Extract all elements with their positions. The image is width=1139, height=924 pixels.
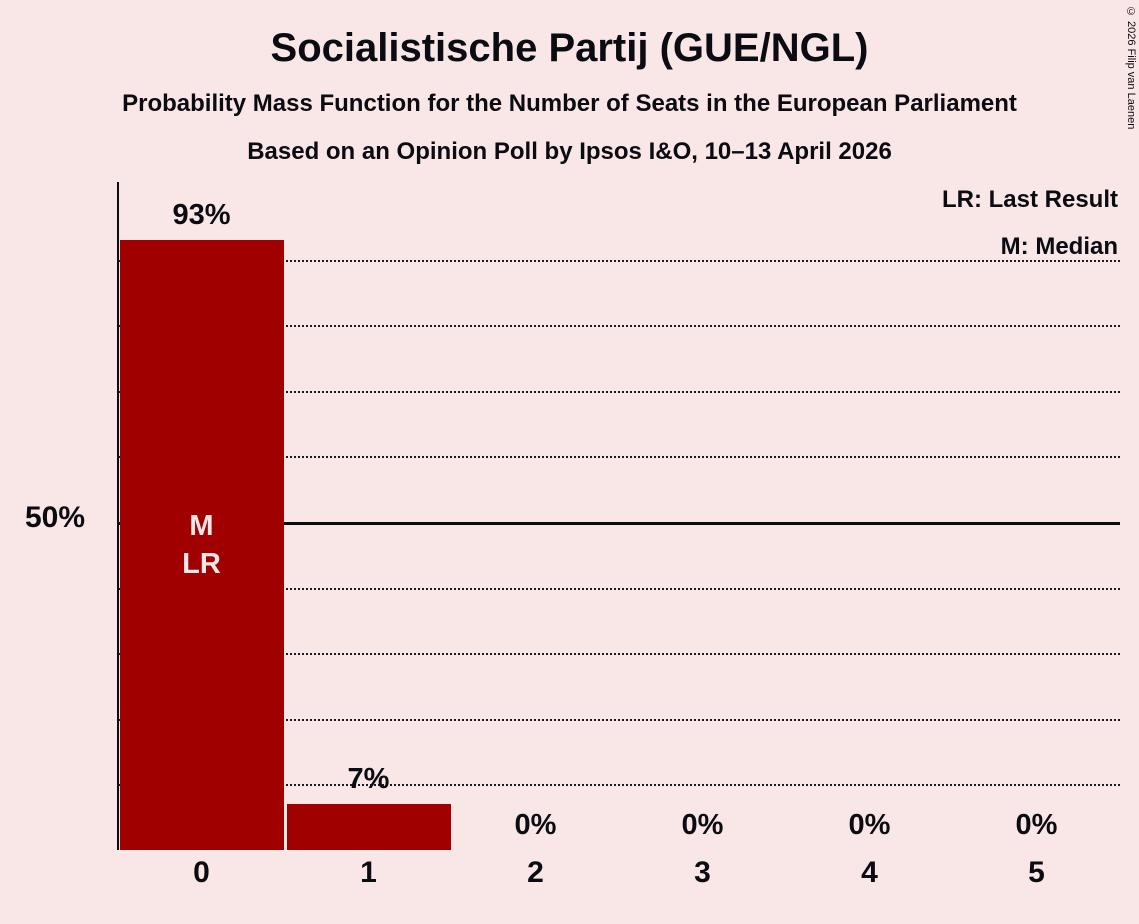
gridline-dotted — [118, 259, 1120, 262]
gridline-dotted — [118, 784, 1120, 787]
chart-subtitle: Probability Mass Function for the Number… — [122, 90, 1017, 117]
x-tick-2: 2 — [527, 856, 544, 889]
x-tick-1: 1 — [360, 856, 377, 889]
x-tick-5: 5 — [1028, 856, 1045, 889]
plot-area: M LR 93% 7% 0% 0% 0% 0% — [118, 182, 1120, 850]
legend-last-result: LR: Last Result — [941, 186, 1118, 213]
bar-value-label-3: 0% — [681, 809, 724, 841]
bar-seats-1 — [286, 804, 451, 850]
x-tick-0: 0 — [193, 856, 210, 889]
x-tick-4: 4 — [861, 856, 878, 889]
gridline-dotted — [118, 325, 1120, 328]
gridline-50-solid — [118, 522, 1120, 525]
gridline-dotted — [118, 653, 1120, 656]
chart-subtitle-poll: Based on an Opinion Poll by Ipsos I&O, 1… — [247, 138, 892, 165]
gridline-dotted — [118, 587, 1120, 590]
bar-value-label-5: 0% — [1015, 809, 1058, 841]
bar-value-label-0: 93% — [172, 198, 231, 231]
x-tick-3: 3 — [694, 856, 711, 889]
median-marker: M — [189, 509, 214, 542]
y-axis-50-label: 50% — [24, 501, 86, 534]
chart-title: Socialistische Partij (GUE/NGL) — [270, 26, 869, 70]
gridline-dotted — [118, 718, 1120, 721]
bar-value-label-1: 7% — [347, 763, 390, 796]
bar-value-label-4: 0% — [848, 809, 891, 841]
last-result-marker: LR — [182, 547, 221, 580]
gridline-dotted — [118, 456, 1120, 459]
copyright-notice: © 2026 Filip van Laenen — [1125, 6, 1137, 130]
legend-median: M: Median — [1000, 233, 1118, 260]
x-axis-ticks: 0 1 2 3 4 5 — [118, 856, 1120, 902]
y-axis-line — [117, 182, 119, 850]
bar-value-label-2: 0% — [514, 809, 557, 841]
gridline-dotted — [118, 390, 1120, 393]
bar-seats-0: M LR — [119, 239, 284, 850]
